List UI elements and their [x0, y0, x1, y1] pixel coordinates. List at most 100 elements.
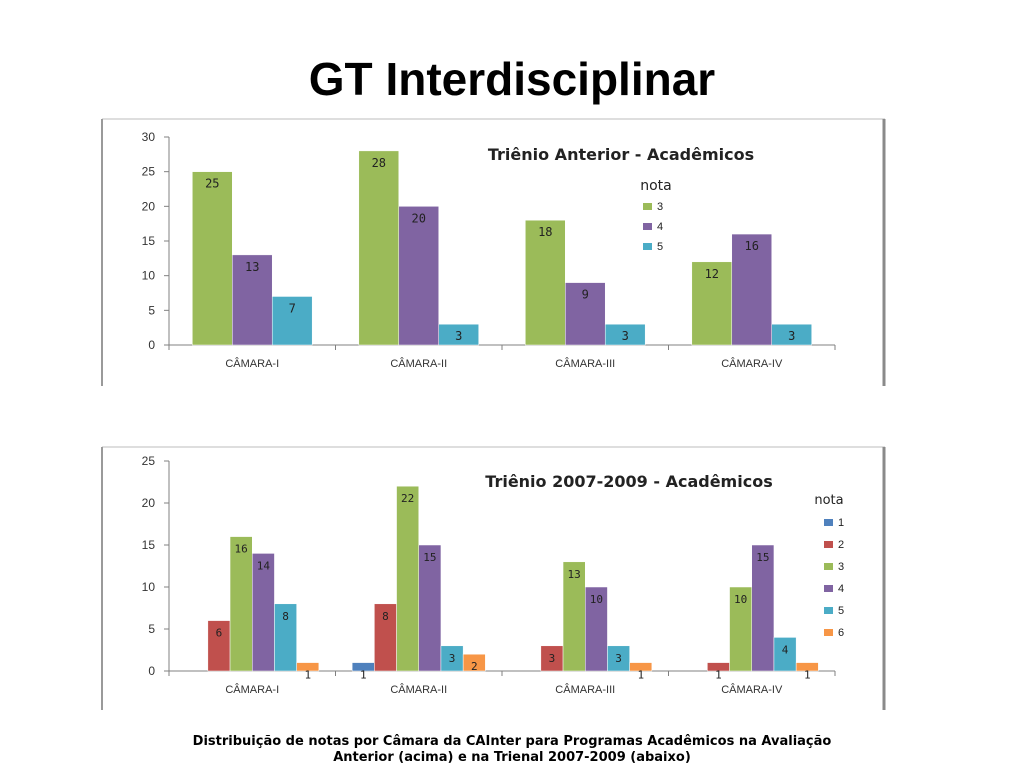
chart-trienio-2007-2009: 0 5 10 15 20 25 CÂMARA-I CÂMARA-II CÂMARA-III CÂM…: [101, 446, 886, 710]
bar-4-2: [565, 282, 606, 346]
data-label: 10: [590, 593, 603, 606]
data-label: 15: [423, 551, 436, 564]
bar-3-0: [192, 171, 233, 346]
bar-5-3: [773, 637, 797, 672]
bar-3-2: [525, 219, 566, 346]
bar-5-2: [604, 323, 646, 346]
y-tick-label: 5: [148, 622, 155, 636]
y-tick-label: 20: [142, 199, 156, 213]
data-label: 25: [205, 177, 219, 191]
y-tick-label: 15: [142, 234, 156, 248]
data-label: 8: [382, 610, 389, 623]
data-label: 3: [455, 329, 462, 343]
bar-6-1: [462, 653, 486, 672]
legend-swatch-5: [824, 607, 833, 614]
legend-label-6: 6: [838, 627, 844, 639]
data-label: 20: [412, 211, 426, 225]
figure-caption: Distribuição de notas por Câmara da CAIn…: [0, 734, 1024, 766]
bar-4-1: [398, 206, 439, 346]
bar-5-2: [607, 645, 630, 672]
data-label: 3: [549, 652, 556, 665]
y-tick-label: 0: [148, 338, 155, 352]
data-label: 13: [568, 568, 581, 581]
x-tick-label: CÂMARA-III: [555, 357, 615, 370]
data-label: 9: [582, 288, 589, 302]
legend-label-2: 2: [838, 539, 844, 551]
bar-3-0: [229, 536, 253, 672]
y-tick-label: 15: [142, 538, 156, 552]
data-label: 4: [782, 643, 789, 656]
data-label: 3: [615, 652, 622, 665]
y-tick-label: 10: [142, 580, 156, 594]
data-label: 10: [734, 593, 747, 606]
data-label: 22: [401, 492, 414, 505]
legend-swatch-3: [643, 203, 652, 210]
legend-label-5: 5: [838, 605, 844, 617]
y-tick-label: 25: [142, 454, 156, 468]
legend-swatch-1: [824, 519, 833, 526]
legend-label-4: 4: [838, 583, 844, 595]
legend-label-4: 4: [657, 221, 663, 233]
data-label: 16: [235, 543, 248, 556]
data-label: 13: [245, 260, 259, 274]
caption-line-1: Distribuição de notas por Câmara da CAIn…: [192, 734, 832, 749]
legend-swatch-4: [824, 585, 833, 592]
legend-swatch-5: [643, 243, 652, 250]
data-label: 7: [289, 301, 296, 315]
x-tick-label: CÂMARA-II: [390, 357, 447, 370]
legend-swatch-4: [643, 223, 652, 230]
x-tick-label: CÂMARA-II: [390, 683, 447, 696]
data-label: 12: [705, 267, 719, 281]
data-label: 1: [304, 669, 311, 682]
bar-4-3: [751, 544, 775, 672]
data-label: 15: [756, 551, 769, 564]
legend-title: nota: [814, 493, 843, 508]
bar-5-3: [771, 323, 812, 346]
bar-3-1: [396, 485, 419, 672]
bar-6-2: [629, 662, 653, 672]
legend-label-5: 5: [657, 241, 663, 253]
chart-trienio-anterior: 0 5 10 15 20 25 30 CÂMARA-I CÂMARA-II CÂMARA-III C…: [101, 118, 886, 386]
bar-4-1: [418, 544, 442, 672]
data-label: 1: [360, 669, 367, 682]
data-label: 3: [449, 652, 456, 665]
data-label: 3: [622, 329, 629, 343]
bar-4-2: [585, 586, 608, 672]
x-tick-label: CÂMARA-IV: [721, 683, 783, 696]
data-label: 3: [788, 329, 795, 343]
bar-6-3: [795, 662, 819, 672]
y-tick-label: 30: [142, 130, 156, 144]
data-label: 28: [372, 156, 386, 170]
data-label: 1: [804, 669, 811, 682]
bar-4-0: [232, 254, 273, 346]
caption-line-2: Anterior (acima) e na Trienal 2007-2009 …: [333, 750, 691, 765]
bar-5-0: [274, 603, 297, 672]
y-tick-label: 10: [142, 269, 156, 283]
data-label: 18: [538, 225, 552, 239]
chart-title: Triênio 2007-2009 - Acadêmicos: [485, 472, 772, 491]
data-label: 2: [471, 660, 478, 673]
page-title: GT Interdisciplinar: [308, 53, 716, 105]
x-tick-label: CÂMARA-I: [225, 683, 279, 696]
data-label: 14: [257, 559, 271, 572]
bar-3-3: [691, 261, 733, 346]
bar-4-3: [731, 233, 772, 346]
data-label: 1: [715, 669, 722, 682]
bar-5-1: [438, 323, 479, 346]
data-label: 16: [745, 239, 759, 253]
legend-swatch-3: [824, 563, 833, 570]
bar-5-0: [271, 296, 313, 346]
x-tick-label: CÂMARA-III: [555, 683, 615, 696]
legend-swatch-2: [824, 541, 833, 548]
y-tick-label: 5: [148, 303, 155, 317]
y-tick-label: 0: [148, 664, 155, 678]
legend-title: nota: [640, 178, 672, 194]
bar-6-0: [296, 662, 320, 672]
legend-swatch-6: [824, 629, 833, 636]
x-tick-label: CÂMARA-I: [225, 357, 279, 370]
legend-label-3: 3: [838, 561, 844, 573]
chart-trienio-anterior-svg: 0 5 10 15 20 25 30 CÂMARA-I CÂMARA-II CÂMARA-III C…: [101, 118, 886, 386]
x-tick-label: CÂMARA-IV: [721, 357, 783, 370]
data-label: 8: [282, 610, 289, 623]
